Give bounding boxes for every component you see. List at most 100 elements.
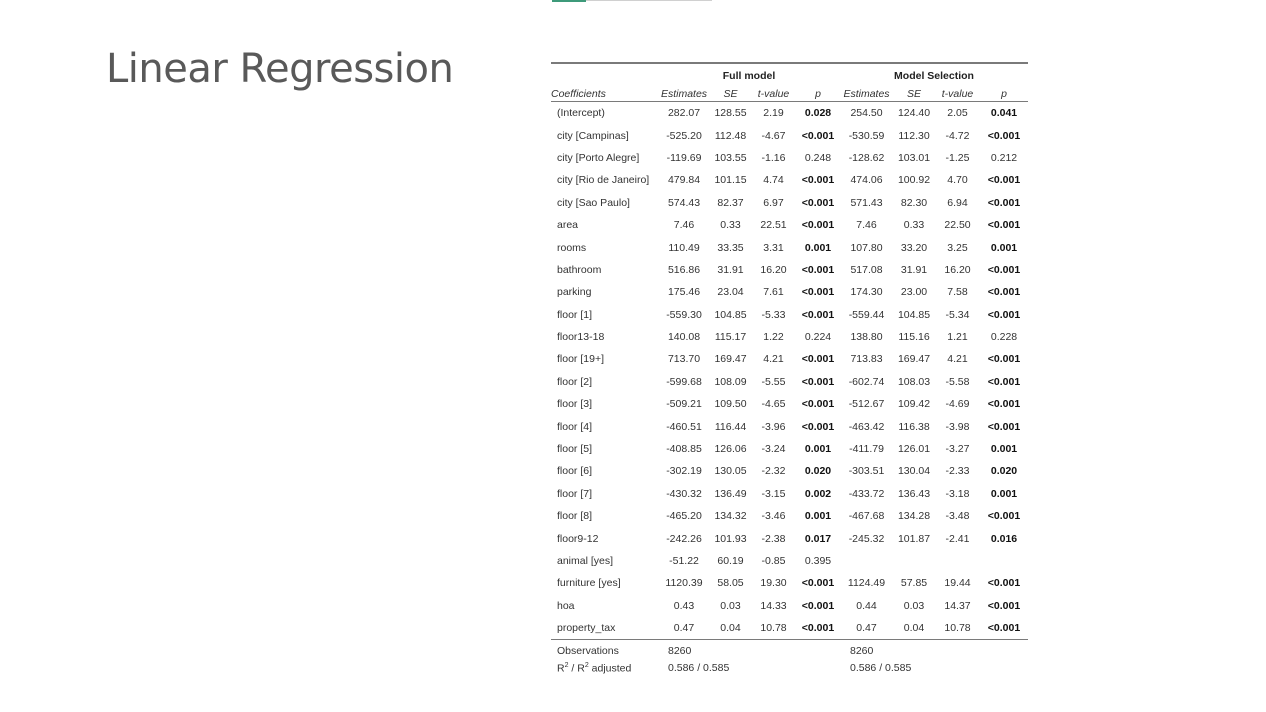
- selection-se: 101.87: [897, 532, 931, 545]
- selection-t-value: -3.18: [945, 487, 970, 500]
- model-group-header-row: Full model Model Selection: [551, 62, 1028, 87]
- top-accent-line: [552, 0, 712, 2]
- full-t-value: -3.24: [761, 443, 786, 456]
- selection-t-value: 6.94: [947, 196, 968, 209]
- full-se: 112.48: [714, 129, 747, 142]
- coefficient-name: (Intercept): [557, 107, 605, 120]
- full-t-value: 4.21: [763, 353, 784, 366]
- full-p: <0.001: [801, 174, 835, 187]
- selection-p: <0.001: [987, 398, 1021, 411]
- full-t-value: 3.31: [763, 241, 784, 254]
- full-estimate: 516.86: [667, 263, 701, 276]
- selection-se: 57.85: [900, 577, 928, 590]
- full-t-value: 4.74: [763, 174, 784, 187]
- selection-estimate: 1124.49: [847, 577, 886, 590]
- selection-se: 23.00: [900, 286, 928, 299]
- selection-t-value: -4.72: [945, 129, 970, 142]
- coefficient-name: floor [3]: [557, 398, 593, 411]
- full-t-value: 22.51: [760, 219, 787, 232]
- full-se: 169.47: [714, 353, 747, 366]
- full-se: 115.17: [714, 331, 747, 344]
- full-p: <0.001: [796, 616, 840, 641]
- selection-estimate: 138.80: [850, 331, 883, 344]
- selection-p: <0.001: [987, 577, 1021, 590]
- full-se: 60.19: [717, 555, 744, 567]
- column-header-row: Coefficients Estimates SE t-value p Esti…: [551, 87, 1028, 102]
- selection-se: 169.47: [897, 353, 931, 366]
- full-t-value: -2.32: [761, 465, 786, 478]
- r-squared-full: 0.586 / 0.585: [668, 661, 730, 674]
- observations-row: Observations 8260 8260: [551, 640, 1028, 660]
- coefficient-name: floor [19+]: [557, 353, 604, 366]
- r-squared-label: R2 / R2 adjusted: [557, 661, 632, 675]
- full-t-value: -4.67: [761, 129, 786, 142]
- full-t-value: -2.38: [761, 532, 786, 545]
- selection-p: <0.001: [987, 263, 1021, 276]
- selection-estimate: -303.51: [848, 465, 885, 478]
- coefficient-name: floor [7]: [557, 487, 593, 500]
- selection-p: 0.016: [990, 532, 1018, 545]
- group-header-model-selection: Model Selection: [840, 62, 1028, 87]
- full-p: <0.001: [801, 398, 835, 411]
- full-t-value: -3.15: [761, 487, 786, 500]
- selection-t-value: 16.20: [944, 263, 971, 276]
- selection-estimate: -530.59: [848, 129, 885, 142]
- observations-selection: 8260: [850, 644, 874, 657]
- header-blank: [551, 62, 658, 87]
- full-estimate: -119.69: [666, 151, 702, 164]
- full-t-value: 14.33: [760, 599, 787, 612]
- selection-se: 104.85: [897, 308, 931, 321]
- selection-p: <0.001: [987, 599, 1021, 612]
- selection-se: 82.30: [900, 196, 928, 209]
- selection-estimate: 107.80: [850, 241, 883, 254]
- selection-p: 0.020: [990, 465, 1018, 478]
- regression-table: Full model Model Selection Coefficients …: [551, 62, 1028, 676]
- col-header-se: SE: [710, 87, 751, 102]
- selection-t-value: -5.58: [945, 375, 970, 388]
- full-se: 0.04: [710, 616, 751, 641]
- selection-estimate: 713.83: [850, 353, 883, 366]
- selection-p: 0.001: [990, 443, 1018, 456]
- selection-p: <0.001: [987, 375, 1021, 388]
- selection-p: [980, 550, 1028, 572]
- coefficient-name: floor [1]: [557, 308, 593, 321]
- full-p: 0.395: [804, 555, 832, 567]
- full-se: 134.32: [714, 510, 747, 523]
- full-p: <0.001: [801, 420, 835, 433]
- full-p: <0.001: [801, 286, 835, 299]
- table-row: (Intercept) 282.07 128.55 2.19 0.028 254.50 12…: [551, 102, 1028, 125]
- selection-estimate: 174.30: [850, 286, 883, 299]
- full-se: 136.49: [714, 487, 747, 500]
- selection-t-value: -5.34: [945, 308, 970, 321]
- selection-se: 0.03: [903, 599, 925, 612]
- selection-t-value: -2.33: [945, 465, 970, 478]
- selection-t-value: -3.98: [945, 420, 970, 433]
- coefficient-name: floor [5]: [557, 443, 593, 456]
- full-p: 0.001: [804, 241, 832, 254]
- selection-t-value: 22.50: [944, 219, 971, 232]
- selection-estimate: 7.46: [856, 219, 877, 232]
- full-p: 0.001: [804, 443, 832, 456]
- coefficient-name: floor [6]: [557, 465, 593, 478]
- observations-full: 8260: [668, 644, 692, 657]
- coefficient-name: area: [557, 219, 579, 232]
- full-se: 101.15: [714, 174, 747, 187]
- selection-p: 0.001: [990, 487, 1018, 500]
- full-se: 0.03: [720, 599, 741, 612]
- full-se: 128.55: [714, 107, 747, 120]
- full-estimate: 574.43: [667, 196, 701, 209]
- col-header-se: SE: [893, 87, 935, 102]
- full-p: <0.001: [801, 129, 835, 142]
- selection-se: 0.33: [903, 219, 925, 232]
- full-estimate: 140.08: [667, 331, 701, 344]
- full-estimate: -465.20: [666, 510, 702, 523]
- group-header-full-model: Full model: [658, 62, 840, 87]
- table-row: property_tax 0.47 0.04 10.78 <0.001 0.47 0.04 1…: [551, 616, 1028, 641]
- selection-estimate: -411.79: [849, 443, 884, 456]
- full-t-value: 7.61: [763, 286, 784, 299]
- selection-se: 126.01: [897, 443, 931, 456]
- full-estimate: 282.07: [667, 107, 701, 120]
- table-row: floor [2] -599.68 108.09 -5.55 <0.001 -602.74…: [551, 371, 1028, 393]
- selection-estimate: 474.06: [850, 174, 883, 187]
- table-row: floor [19+] 713.70 169.47 4.21 <0.001 713.83 1…: [551, 348, 1028, 370]
